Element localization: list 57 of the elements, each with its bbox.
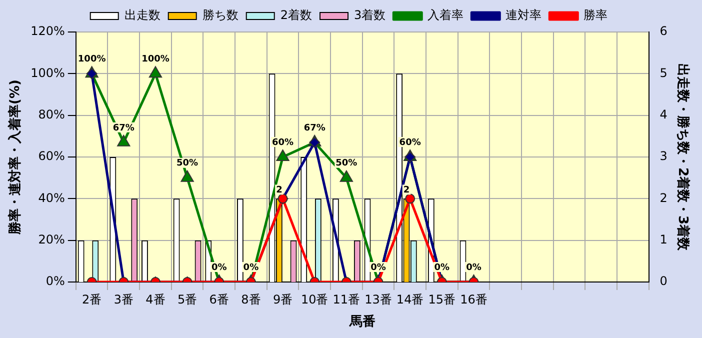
x-tick-label: 4番 (146, 292, 166, 306)
x-tick-label: 5番 (177, 292, 198, 306)
x-axis-title: 馬番 (348, 314, 376, 330)
data-label: 67% (304, 123, 326, 134)
x-tick-label: 14番 (396, 292, 424, 306)
y2-tick-label: 4 (660, 107, 668, 122)
legend-label: 2着数 (280, 8, 312, 22)
y-axis-title: 勝率・連対率・入着率(%) (7, 80, 24, 236)
x-tick-label: 10番 (300, 292, 328, 306)
y2-tick-label: 5 (660, 66, 668, 80)
legend-label: 勝率 (584, 8, 608, 22)
y-tick-label: 40% (38, 190, 65, 205)
data-label: 60% (399, 138, 421, 148)
x-tick-label: 8番 (241, 292, 261, 306)
data-label: 2 (403, 186, 410, 196)
legend-label: 入着率 (428, 8, 464, 22)
data-label: 0% (370, 262, 386, 273)
x-tick-label: 9番 (272, 292, 293, 306)
y-tick-label: 20% (38, 232, 65, 246)
y-tick-label: 120% (30, 24, 65, 38)
point (180, 170, 194, 182)
y2-tick-label: 1 (660, 232, 668, 246)
y2-tick-label: 0 (660, 274, 668, 288)
x-tick-label: 6番 (209, 292, 229, 306)
y-tick-label: 100% (30, 66, 65, 80)
x-tick-label: 13番 (364, 292, 392, 306)
data-label: 0% (466, 262, 482, 273)
data-label: 0% (211, 262, 227, 273)
legend-label: 出走数 (124, 8, 160, 22)
x-tick-label: 16番 (460, 292, 488, 306)
legend-label: 連対率 (506, 8, 542, 22)
x-tick-label: 3番 (114, 292, 134, 306)
data-label: 100% (142, 54, 170, 65)
data-label: 50% (176, 158, 198, 169)
x-tick-label: 15番 (428, 292, 456, 306)
y2-axis-title: 出走数・勝ち数・2着数・3着数 (674, 63, 691, 252)
y-tick-label: 0% (46, 274, 65, 288)
point (276, 150, 290, 161)
data-label: 0% (434, 262, 450, 273)
y-tick-label: 60% (38, 149, 65, 164)
y2-tick-label: 3 (660, 149, 668, 164)
y2-tick-label: 2 (660, 190, 668, 205)
data-label: 67% (112, 123, 134, 134)
y-tick-label: 80% (38, 107, 65, 122)
legend-label: 勝ち数 (202, 8, 238, 22)
x-tick-label: 11番 (332, 292, 360, 306)
x-tick-label: 2番 (82, 292, 102, 306)
point (148, 66, 162, 78)
data-label: 2 (276, 186, 282, 196)
point (340, 170, 353, 182)
data-label: 50% (336, 158, 358, 169)
data-label: 0% (243, 262, 259, 273)
point (117, 134, 130, 146)
y2-tick-label: 6 (660, 24, 668, 38)
legend-label: 3着数 (354, 8, 386, 22)
data-label: 100% (78, 54, 106, 65)
data-label: 60% (272, 138, 294, 148)
